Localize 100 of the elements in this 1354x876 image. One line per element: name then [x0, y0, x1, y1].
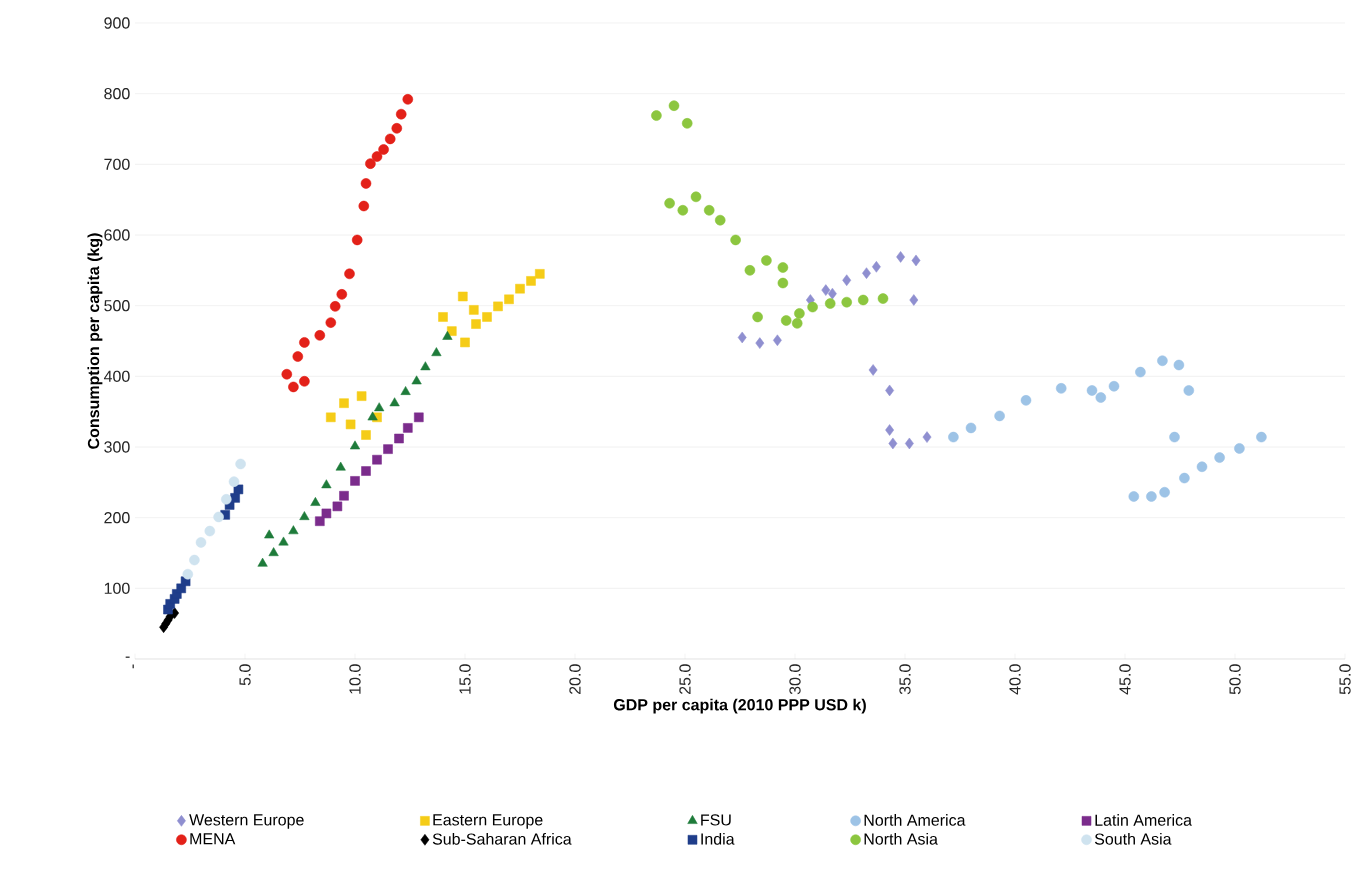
point	[807, 301, 818, 313]
x-axis-title: GDP per capita (2010 PPP USD k)	[613, 698, 866, 714]
point	[493, 301, 503, 312]
point	[755, 337, 765, 349]
point	[189, 554, 200, 566]
point	[794, 308, 805, 319]
point	[458, 291, 468, 302]
point	[213, 511, 224, 523]
point	[469, 305, 479, 315]
y-axis-title: Consumption per capita (kg)	[87, 233, 103, 449]
point	[744, 265, 756, 276]
x-tick-label: 45.0	[1119, 664, 1131, 695]
point	[431, 347, 442, 357]
point	[681, 118, 693, 129]
point	[288, 525, 299, 535]
point	[195, 537, 207, 548]
y-tick-label: 800	[104, 88, 130, 100]
point	[414, 412, 424, 423]
point	[651, 110, 662, 121]
point	[326, 412, 336, 423]
point	[268, 547, 279, 557]
legend-label: Latin America	[1095, 814, 1192, 826]
point	[332, 501, 343, 512]
point	[1173, 359, 1185, 371]
point	[349, 440, 361, 450]
point	[994, 410, 1005, 422]
legend-label: North Asia	[864, 833, 938, 845]
point	[299, 511, 310, 520]
point	[664, 197, 675, 209]
point	[780, 315, 792, 326]
point	[350, 476, 360, 486]
point	[504, 294, 514, 305]
point	[482, 312, 492, 322]
point	[402, 94, 414, 105]
point	[1146, 491, 1157, 502]
point	[965, 422, 977, 434]
point	[299, 376, 310, 387]
point	[730, 234, 741, 246]
y-tick-label: 500	[104, 300, 130, 312]
point	[1196, 461, 1208, 473]
point	[361, 430, 371, 440]
point	[841, 296, 852, 308]
point	[228, 476, 240, 487]
point	[235, 458, 246, 470]
point	[1128, 491, 1140, 502]
point	[411, 375, 422, 385]
legend-label: India	[701, 833, 735, 845]
point	[403, 423, 413, 433]
point	[791, 318, 803, 329]
point	[1159, 486, 1170, 498]
legend-label: Eastern Europe	[433, 814, 543, 829]
point	[281, 368, 293, 380]
point	[351, 234, 363, 246]
point	[204, 525, 216, 537]
legend-label: FSU	[701, 814, 731, 826]
point	[888, 437, 898, 450]
point	[336, 289, 348, 300]
y-tick-label: 700	[104, 158, 130, 170]
y-tick-label: -	[125, 656, 130, 658]
point	[315, 516, 325, 526]
point	[1234, 443, 1245, 454]
point	[535, 269, 545, 279]
x-tick-label: -	[132, 664, 134, 669]
x-tick-label: 15.0	[459, 664, 471, 694]
point	[221, 494, 232, 505]
point	[526, 276, 536, 286]
point	[922, 431, 932, 443]
x-tick-label: 20.0	[569, 664, 581, 695]
point	[1183, 385, 1195, 396]
y-tick-label: 400	[103, 370, 130, 382]
point	[896, 251, 905, 263]
point	[257, 557, 268, 567]
point	[868, 364, 878, 376]
point	[182, 568, 194, 580]
point	[911, 254, 921, 267]
point	[288, 381, 299, 393]
point	[442, 330, 453, 340]
point	[885, 424, 894, 436]
point	[358, 200, 370, 212]
point	[321, 479, 332, 489]
point	[690, 191, 702, 203]
point	[361, 466, 371, 476]
point	[1169, 431, 1180, 443]
point	[677, 205, 689, 216]
point	[329, 301, 341, 312]
point	[367, 411, 378, 421]
y-tick-label: 300	[104, 441, 130, 453]
y-tick-label: 900	[104, 17, 130, 29]
point	[842, 274, 852, 286]
point	[1179, 472, 1190, 484]
point	[278, 536, 289, 546]
point	[395, 108, 407, 120]
legend-label: South Asia	[1094, 833, 1172, 845]
point	[1256, 431, 1267, 443]
point	[824, 298, 836, 309]
point	[360, 178, 372, 189]
point	[292, 351, 304, 362]
x-tick-label: 35.0	[899, 664, 911, 695]
legend-label: Western Europe	[189, 814, 304, 829]
x-tick-label: 50.0	[1229, 664, 1241, 695]
